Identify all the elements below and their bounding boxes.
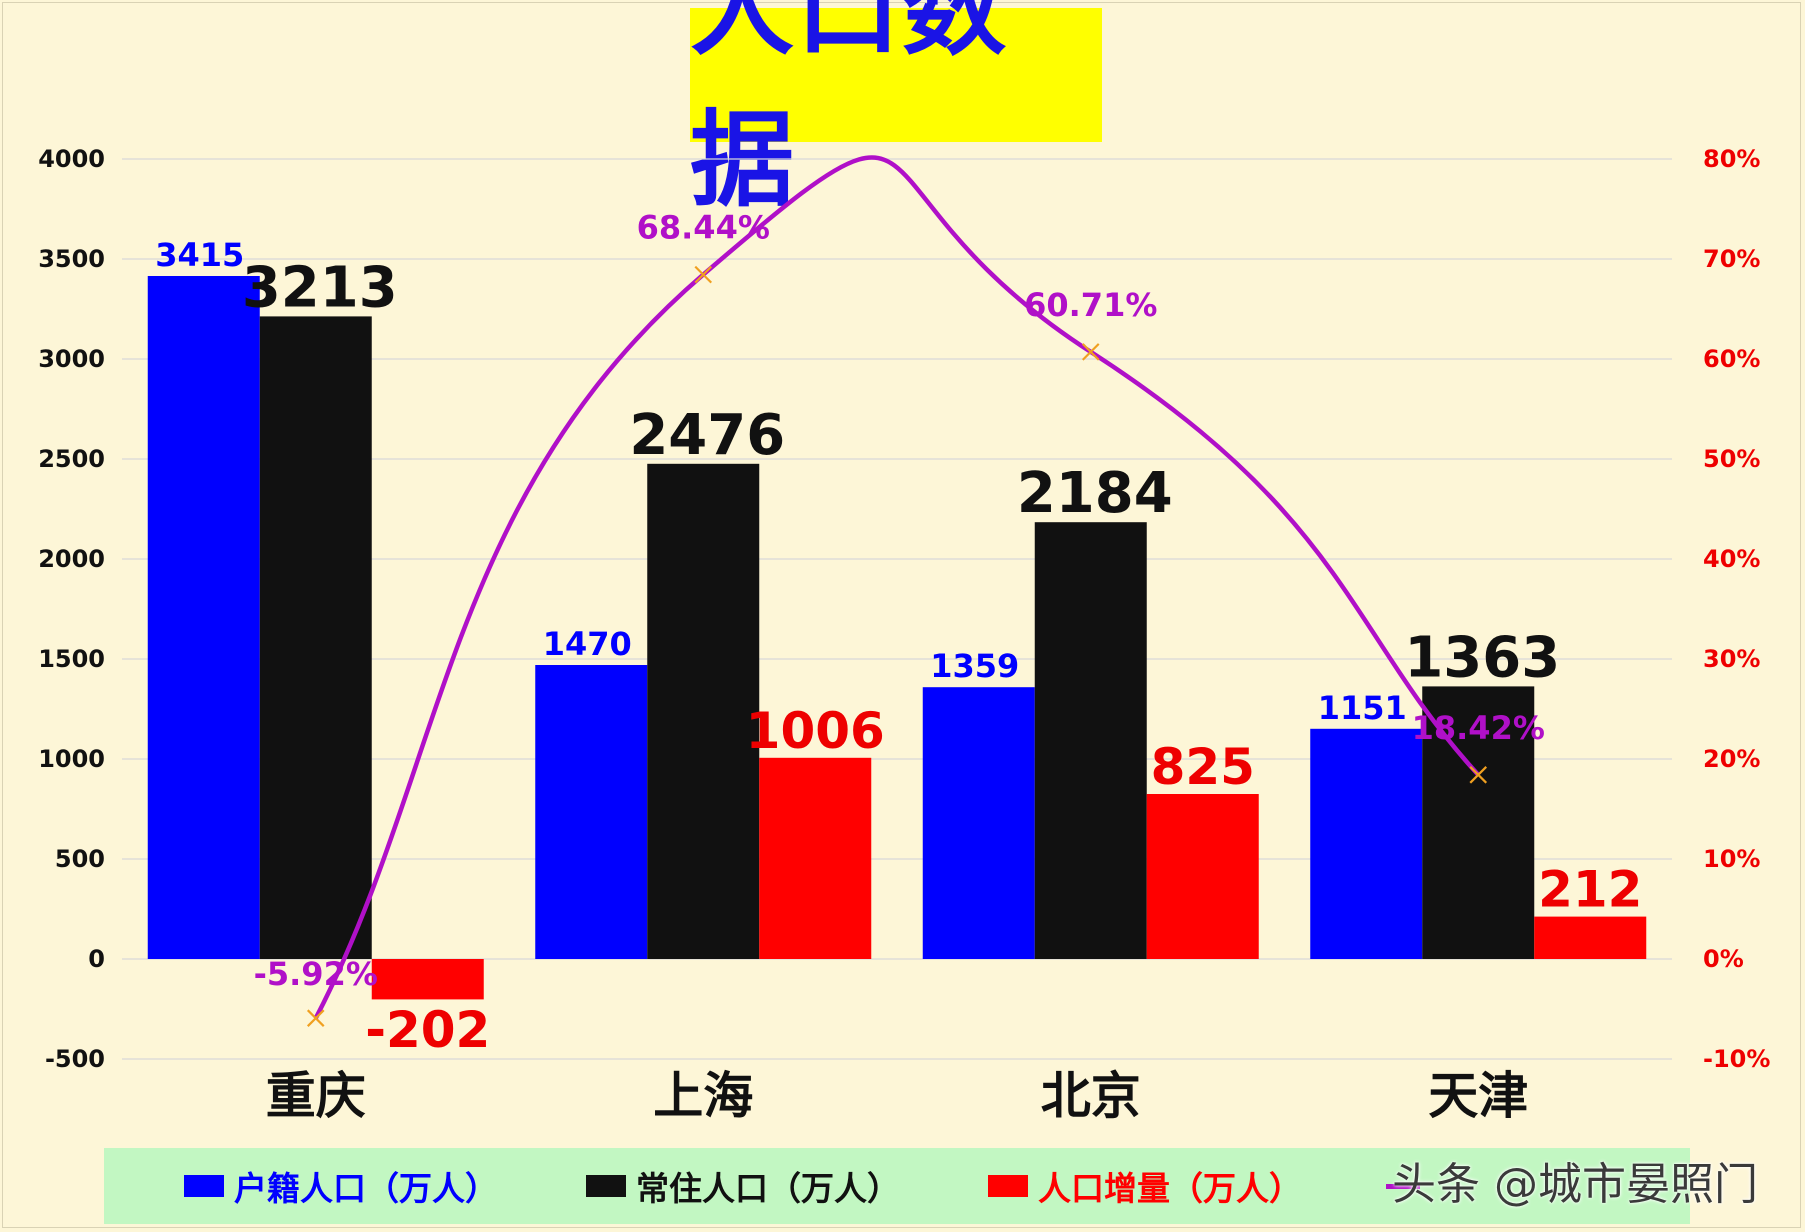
- y-right-tick-label: 50%: [1703, 445, 1760, 473]
- bar-value-label: 825: [1151, 738, 1255, 796]
- y-right-tick-label: 10%: [1703, 845, 1760, 873]
- bar-value-label: 212: [1538, 861, 1642, 919]
- legend-swatch-increase: [988, 1175, 1028, 1197]
- y-left-tick-label: 1000: [38, 745, 105, 773]
- bar-value-label: 3415: [155, 236, 244, 274]
- ratio-value-label: -5.92%: [254, 955, 378, 993]
- y-right-tick-label: 0%: [1703, 945, 1744, 973]
- legend-label-increase: 人口增量（万人）: [1038, 1169, 1302, 1208]
- bar-increase: [1534, 916, 1647, 959]
- category-label: 天津: [1428, 1067, 1528, 1125]
- legend-swatch-resident: [586, 1175, 626, 1197]
- ratio-value-label: 68.44%: [637, 209, 770, 247]
- bar-value-label: 2476: [629, 403, 785, 468]
- y-left-tick-label: -500: [45, 1045, 105, 1073]
- bar-increase: [371, 959, 484, 1000]
- bar-registered: [147, 276, 260, 959]
- chart-title: 人口数据: [690, 0, 1009, 221]
- legend-label-resident: 常住人口（万人）: [636, 1169, 900, 1208]
- y-right-tick-label: -10%: [1703, 1045, 1770, 1073]
- ratio-marker: [306, 1009, 325, 1027]
- watermark-text: 头条 @城市晏照门: [1392, 1159, 1758, 1210]
- legend-item-increase[interactable]: 人口增量（万人）: [988, 1148, 1302, 1224]
- y-left-tick-label: 3000: [38, 345, 105, 373]
- y-left-tick-label: 2000: [38, 545, 105, 573]
- chart-title-box: 人口数据: [690, 0, 1102, 221]
- y-right-tick-label: 70%: [1703, 245, 1760, 273]
- category-label: 重庆: [266, 1067, 366, 1125]
- bar-registered: [1310, 728, 1423, 959]
- bar-value-label: 1151: [1318, 689, 1407, 727]
- legend-item-resident[interactable]: 常住人口（万人）: [586, 1148, 900, 1224]
- ratio-marker: [1469, 766, 1488, 784]
- legend: 户籍人口（万人） 常住人口（万人） 人口增量（万人）: [104, 1148, 1690, 1224]
- bar-value-label: 1363: [1404, 625, 1560, 690]
- y-right-tick-label: 20%: [1703, 745, 1760, 773]
- category-label: 上海: [653, 1067, 753, 1125]
- bar-registered: [535, 665, 648, 959]
- ratio-marker: [1081, 343, 1100, 361]
- ratio-line: [313, 155, 1480, 1020]
- bar-resident: [647, 463, 760, 959]
- bar-value-label: 3213: [242, 255, 398, 320]
- y-left-tick-label: 2500: [38, 445, 105, 473]
- bar-resident: [259, 316, 372, 959]
- y-left-tick-label: 500: [55, 845, 105, 873]
- y-left-tick-label: 1500: [38, 645, 105, 673]
- ratio-marker: [694, 265, 713, 284]
- y-right-tick-label: 60%: [1703, 345, 1760, 373]
- category-label: 北京: [1041, 1067, 1141, 1125]
- bar-value-label: -202: [365, 1001, 490, 1059]
- bar-value-label: 1470: [543, 625, 632, 663]
- y-left-tick-label: 3500: [38, 245, 105, 273]
- bar-resident: [1034, 522, 1147, 959]
- bar-value-label: 1359: [930, 647, 1019, 685]
- bar-registered: [922, 687, 1035, 959]
- y-right-tick-label: 80%: [1703, 145, 1760, 173]
- legend-item-registered[interactable]: 户籍人口（万人）: [184, 1148, 498, 1224]
- y-left-tick-label: 4000: [38, 145, 105, 173]
- bar-value-label: 2184: [1017, 461, 1173, 526]
- legend-swatch-registered: [184, 1175, 224, 1197]
- ratio-value-label: 60.71%: [1024, 286, 1157, 324]
- bar-increase: [759, 757, 872, 959]
- y-right-tick-label: 30%: [1703, 645, 1760, 673]
- bar-increase: [1146, 794, 1259, 959]
- y-right-tick-label: 40%: [1703, 545, 1760, 573]
- legend-line-ratio: [1386, 1183, 1420, 1189]
- bar-value-label: 1006: [746, 702, 885, 760]
- legend-label-registered: 户籍人口（万人）: [234, 1169, 498, 1208]
- y-left-tick-label: 0: [88, 945, 105, 973]
- legend-item-ratio[interactable]: [1386, 1148, 1430, 1224]
- ratio-value-label: 18.42%: [1412, 709, 1545, 747]
